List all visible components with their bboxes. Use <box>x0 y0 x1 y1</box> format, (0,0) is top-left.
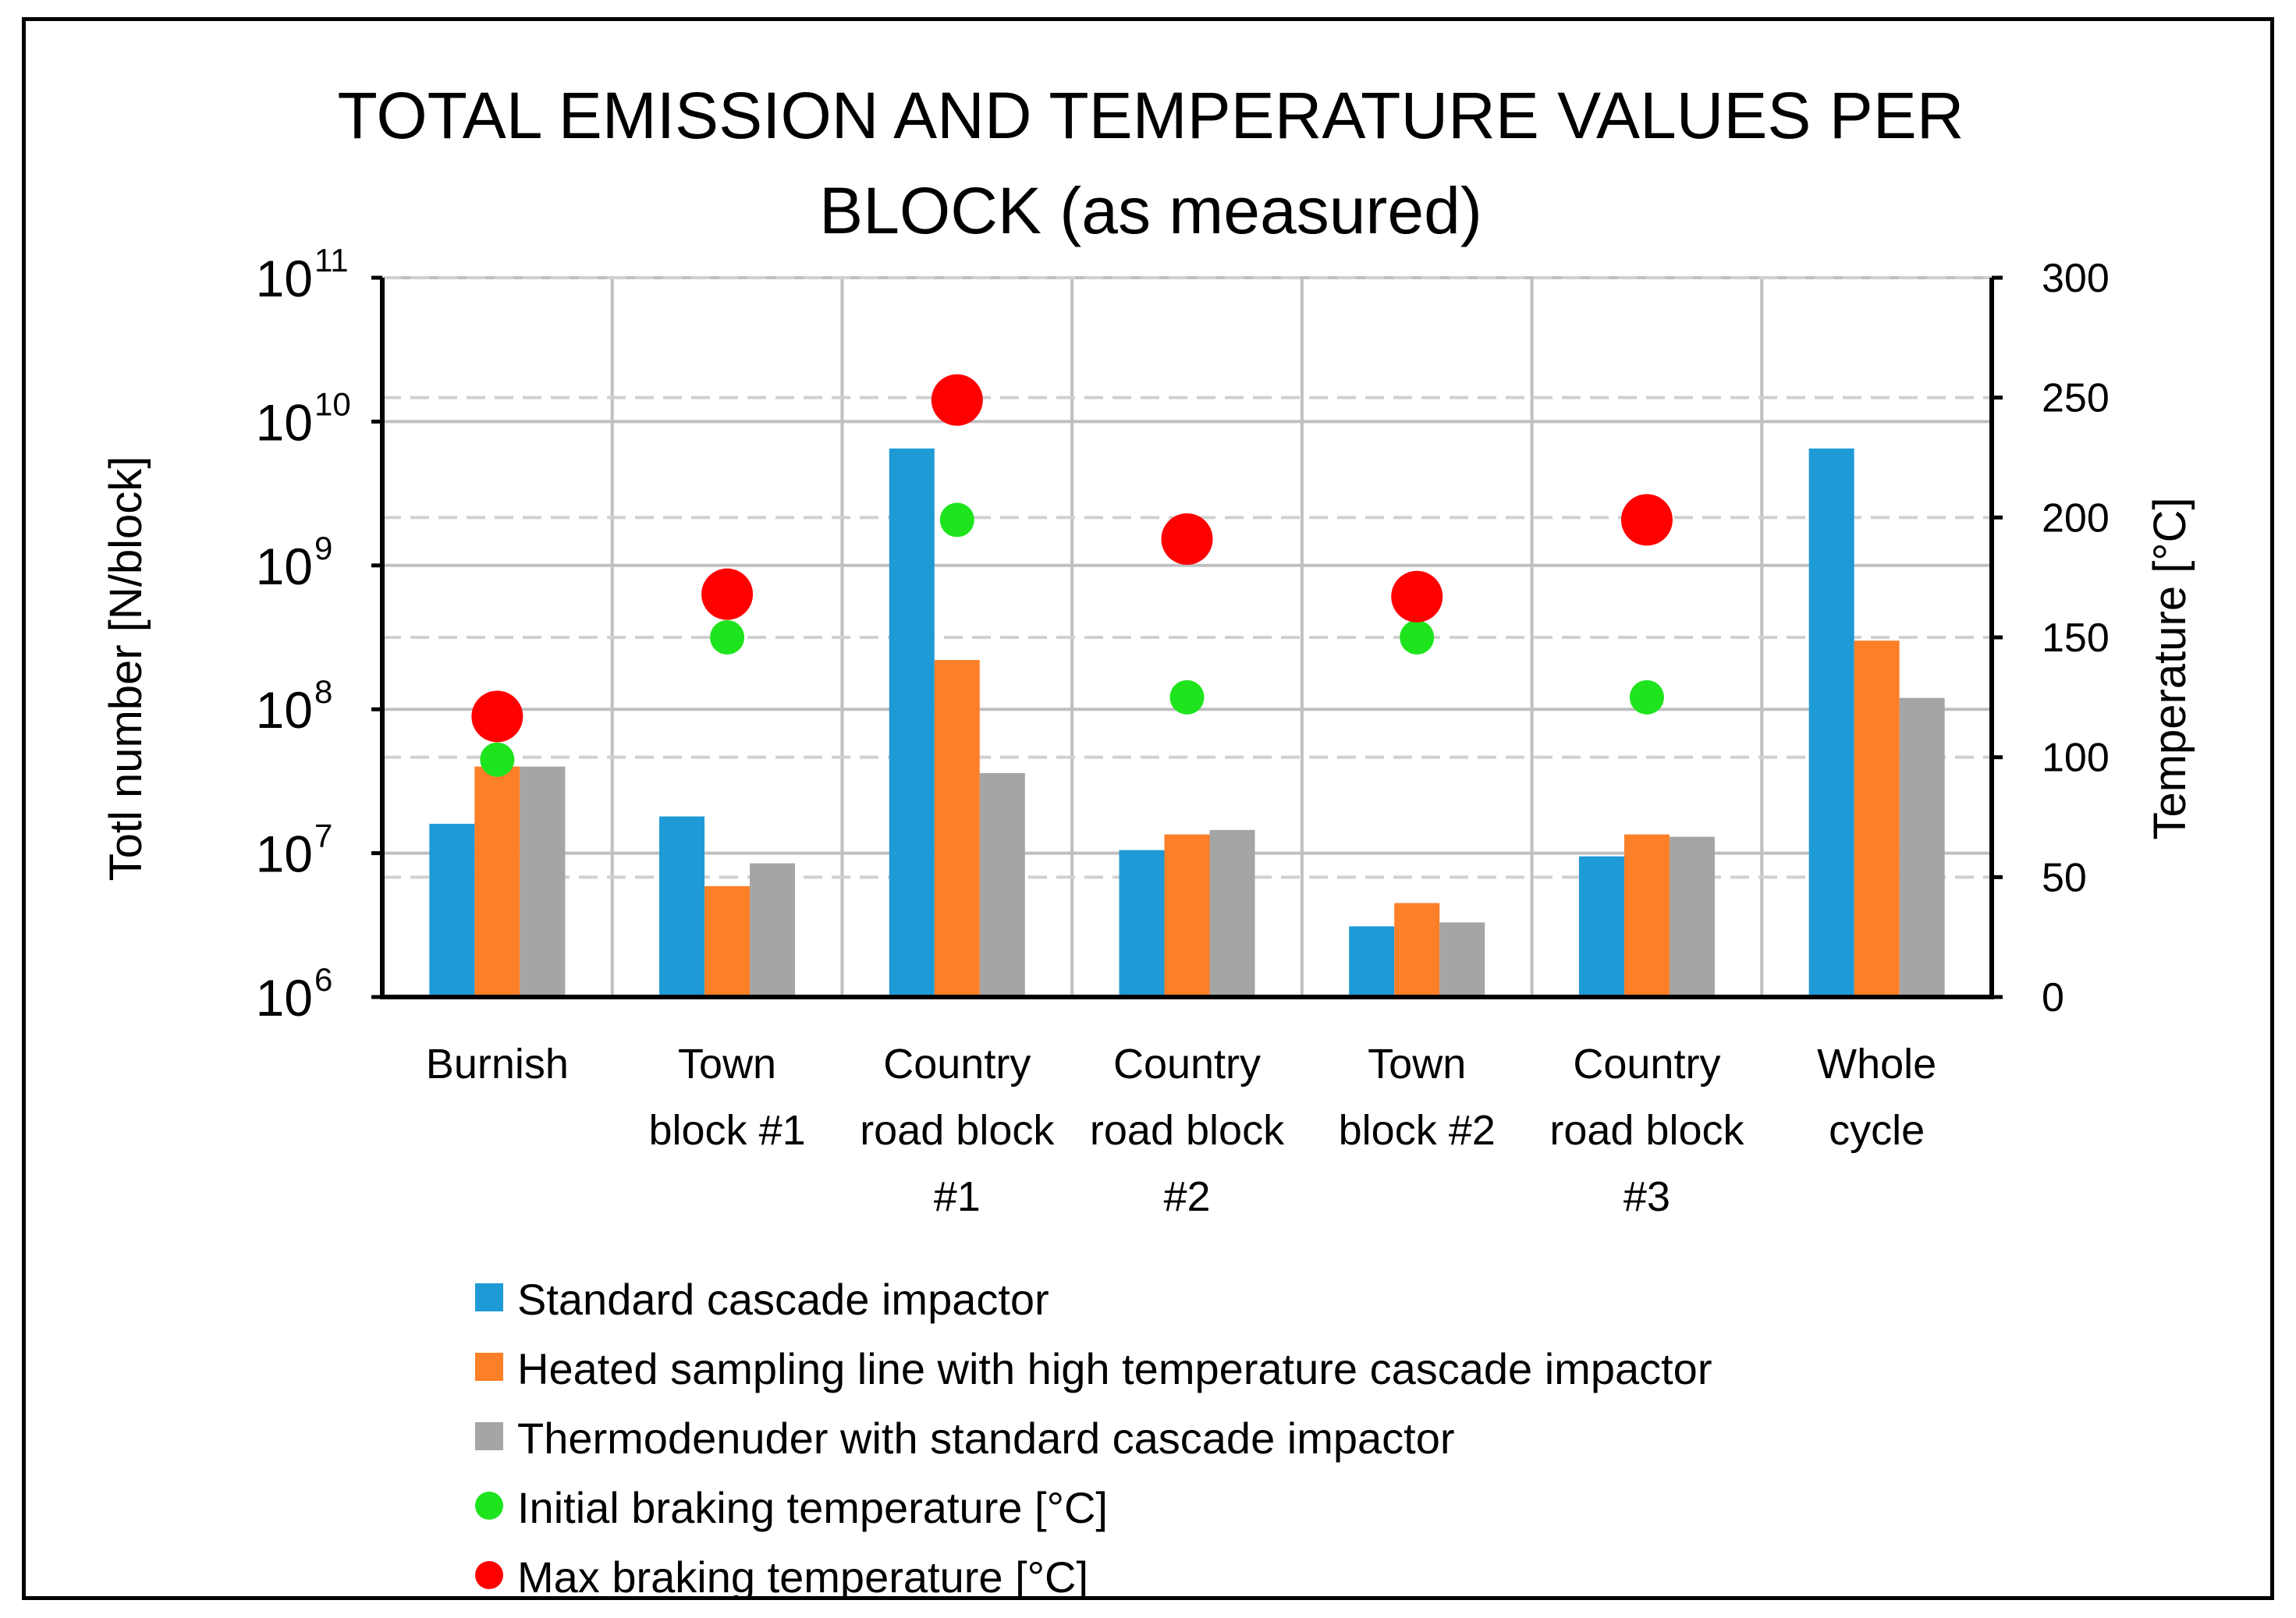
chart-frame: TOTAL EMISSION AND TEMPERATURE VALUES PE… <box>22 17 2274 1602</box>
left-tick-exponent: 9 <box>314 530 332 566</box>
category-label: #1 <box>934 1173 981 1220</box>
chart-canvas: TOTAL EMISSION AND TEMPERATURE VALUES PE… <box>101 79 2195 1602</box>
temperature-point <box>1161 513 1213 565</box>
temperature-point <box>939 502 974 538</box>
bar <box>1899 697 1945 997</box>
chart-title-line-1: TOTAL EMISSION AND TEMPERATURE VALUES PE… <box>338 79 1964 152</box>
category-label: block #2 <box>1339 1107 1496 1154</box>
bar <box>704 885 751 997</box>
category-label: Country <box>883 1041 1031 1088</box>
legend-label: Thermodenuder with standard cascade impa… <box>517 1414 1455 1463</box>
bar <box>1578 856 1624 997</box>
temperature-point <box>480 742 515 777</box>
temperature-point <box>1620 494 1673 546</box>
bar <box>474 766 520 997</box>
legend-swatch <box>475 1422 503 1450</box>
bar <box>429 823 475 997</box>
left-tick-label: 10 <box>256 969 313 1027</box>
temperature-point <box>710 620 745 655</box>
category-label: Whole <box>1817 1041 1936 1088</box>
right-tick-label: 0 <box>2042 975 2064 1020</box>
left-tick-label: 10 <box>256 393 313 451</box>
bar-group <box>429 448 1945 997</box>
temperature-point <box>1400 620 1435 655</box>
temperature-point <box>1391 570 1443 623</box>
bar <box>979 773 1025 997</box>
bar <box>1394 903 1440 997</box>
category-label: Country <box>1113 1041 1261 1088</box>
temperature-point <box>471 690 523 743</box>
right-tick-label: 50 <box>2042 855 2087 900</box>
point-group <box>471 374 1673 777</box>
bar <box>1854 640 1900 997</box>
chart-title: TOTAL EMISSION AND TEMPERATURE VALUES PE… <box>338 79 1964 247</box>
left-tick-exponent: 7 <box>314 818 332 854</box>
left-tick-label: 10 <box>256 250 313 307</box>
left-tick-label: 10 <box>256 681 313 739</box>
left-tick-exponent: 10 <box>314 385 351 422</box>
category-label: block #1 <box>649 1107 806 1154</box>
bar <box>934 660 980 997</box>
right-tick-label: 250 <box>2042 376 2110 421</box>
category-label: Burnish <box>426 1041 569 1088</box>
temperature-point <box>1169 679 1205 715</box>
category-label: road block <box>1090 1107 1285 1154</box>
category-label: Country <box>1573 1041 1720 1088</box>
bar <box>1209 829 1255 997</box>
legend-label: Max braking temperature [°C] <box>517 1552 1088 1596</box>
category-label: #3 <box>1624 1173 1670 1220</box>
left-tick-exponent: 11 <box>314 242 349 279</box>
right-tick-label: 300 <box>2042 256 2110 301</box>
bar <box>659 816 705 997</box>
bar <box>750 863 796 997</box>
y2-axis-label: Temperature [°C] <box>2145 497 2195 839</box>
bar <box>889 448 935 997</box>
right-tick-label: 200 <box>2042 495 2110 541</box>
legend-swatch <box>475 1283 503 1311</box>
bar <box>1164 834 1210 997</box>
legend-swatch <box>475 1353 503 1381</box>
left-tick-label: 10 <box>256 538 313 595</box>
temperature-point <box>701 568 754 620</box>
legend-marker <box>475 1561 503 1589</box>
right-tick-label: 150 <box>2042 616 2110 661</box>
left-tick-label: 10 <box>256 825 313 883</box>
bar <box>1119 850 1165 997</box>
left-tick-exponent: 6 <box>314 961 332 998</box>
category-label: road block <box>860 1107 1055 1154</box>
temperature-point <box>1629 679 1664 715</box>
legend-label: Initial braking temperature [°C] <box>517 1483 1108 1532</box>
legend-marker <box>475 1492 503 1520</box>
left-tick-exponent: 8 <box>314 673 332 710</box>
category-labels: Burnish Town block #1 Country road block #1 Co… <box>426 1041 1936 1220</box>
bar <box>1808 448 1854 997</box>
bar <box>1669 836 1715 997</box>
bar <box>1439 922 1485 997</box>
category-label: Town <box>1368 1041 1466 1088</box>
legend: Standard cascade impactor Heated sampling… <box>475 1275 1712 1602</box>
category-label: Town <box>678 1041 776 1088</box>
category-label: cycle <box>1829 1107 1925 1154</box>
y-axis-label: Totl number [N/block] <box>101 456 151 882</box>
temperature-point <box>931 374 983 426</box>
legend-label: Standard cascade impactor <box>517 1275 1049 1324</box>
bar <box>520 766 566 997</box>
axes <box>371 275 2003 999</box>
legend-label: Heated sampling line with high temperatu… <box>517 1344 1712 1393</box>
category-label: road block <box>1549 1107 1744 1154</box>
bar <box>1349 926 1395 997</box>
category-label: #2 <box>1163 1173 1210 1220</box>
bar <box>1624 834 1670 997</box>
right-tick-label: 100 <box>2042 736 2110 781</box>
chart-title-line-2: BLOCK (as measured) <box>819 174 1482 247</box>
